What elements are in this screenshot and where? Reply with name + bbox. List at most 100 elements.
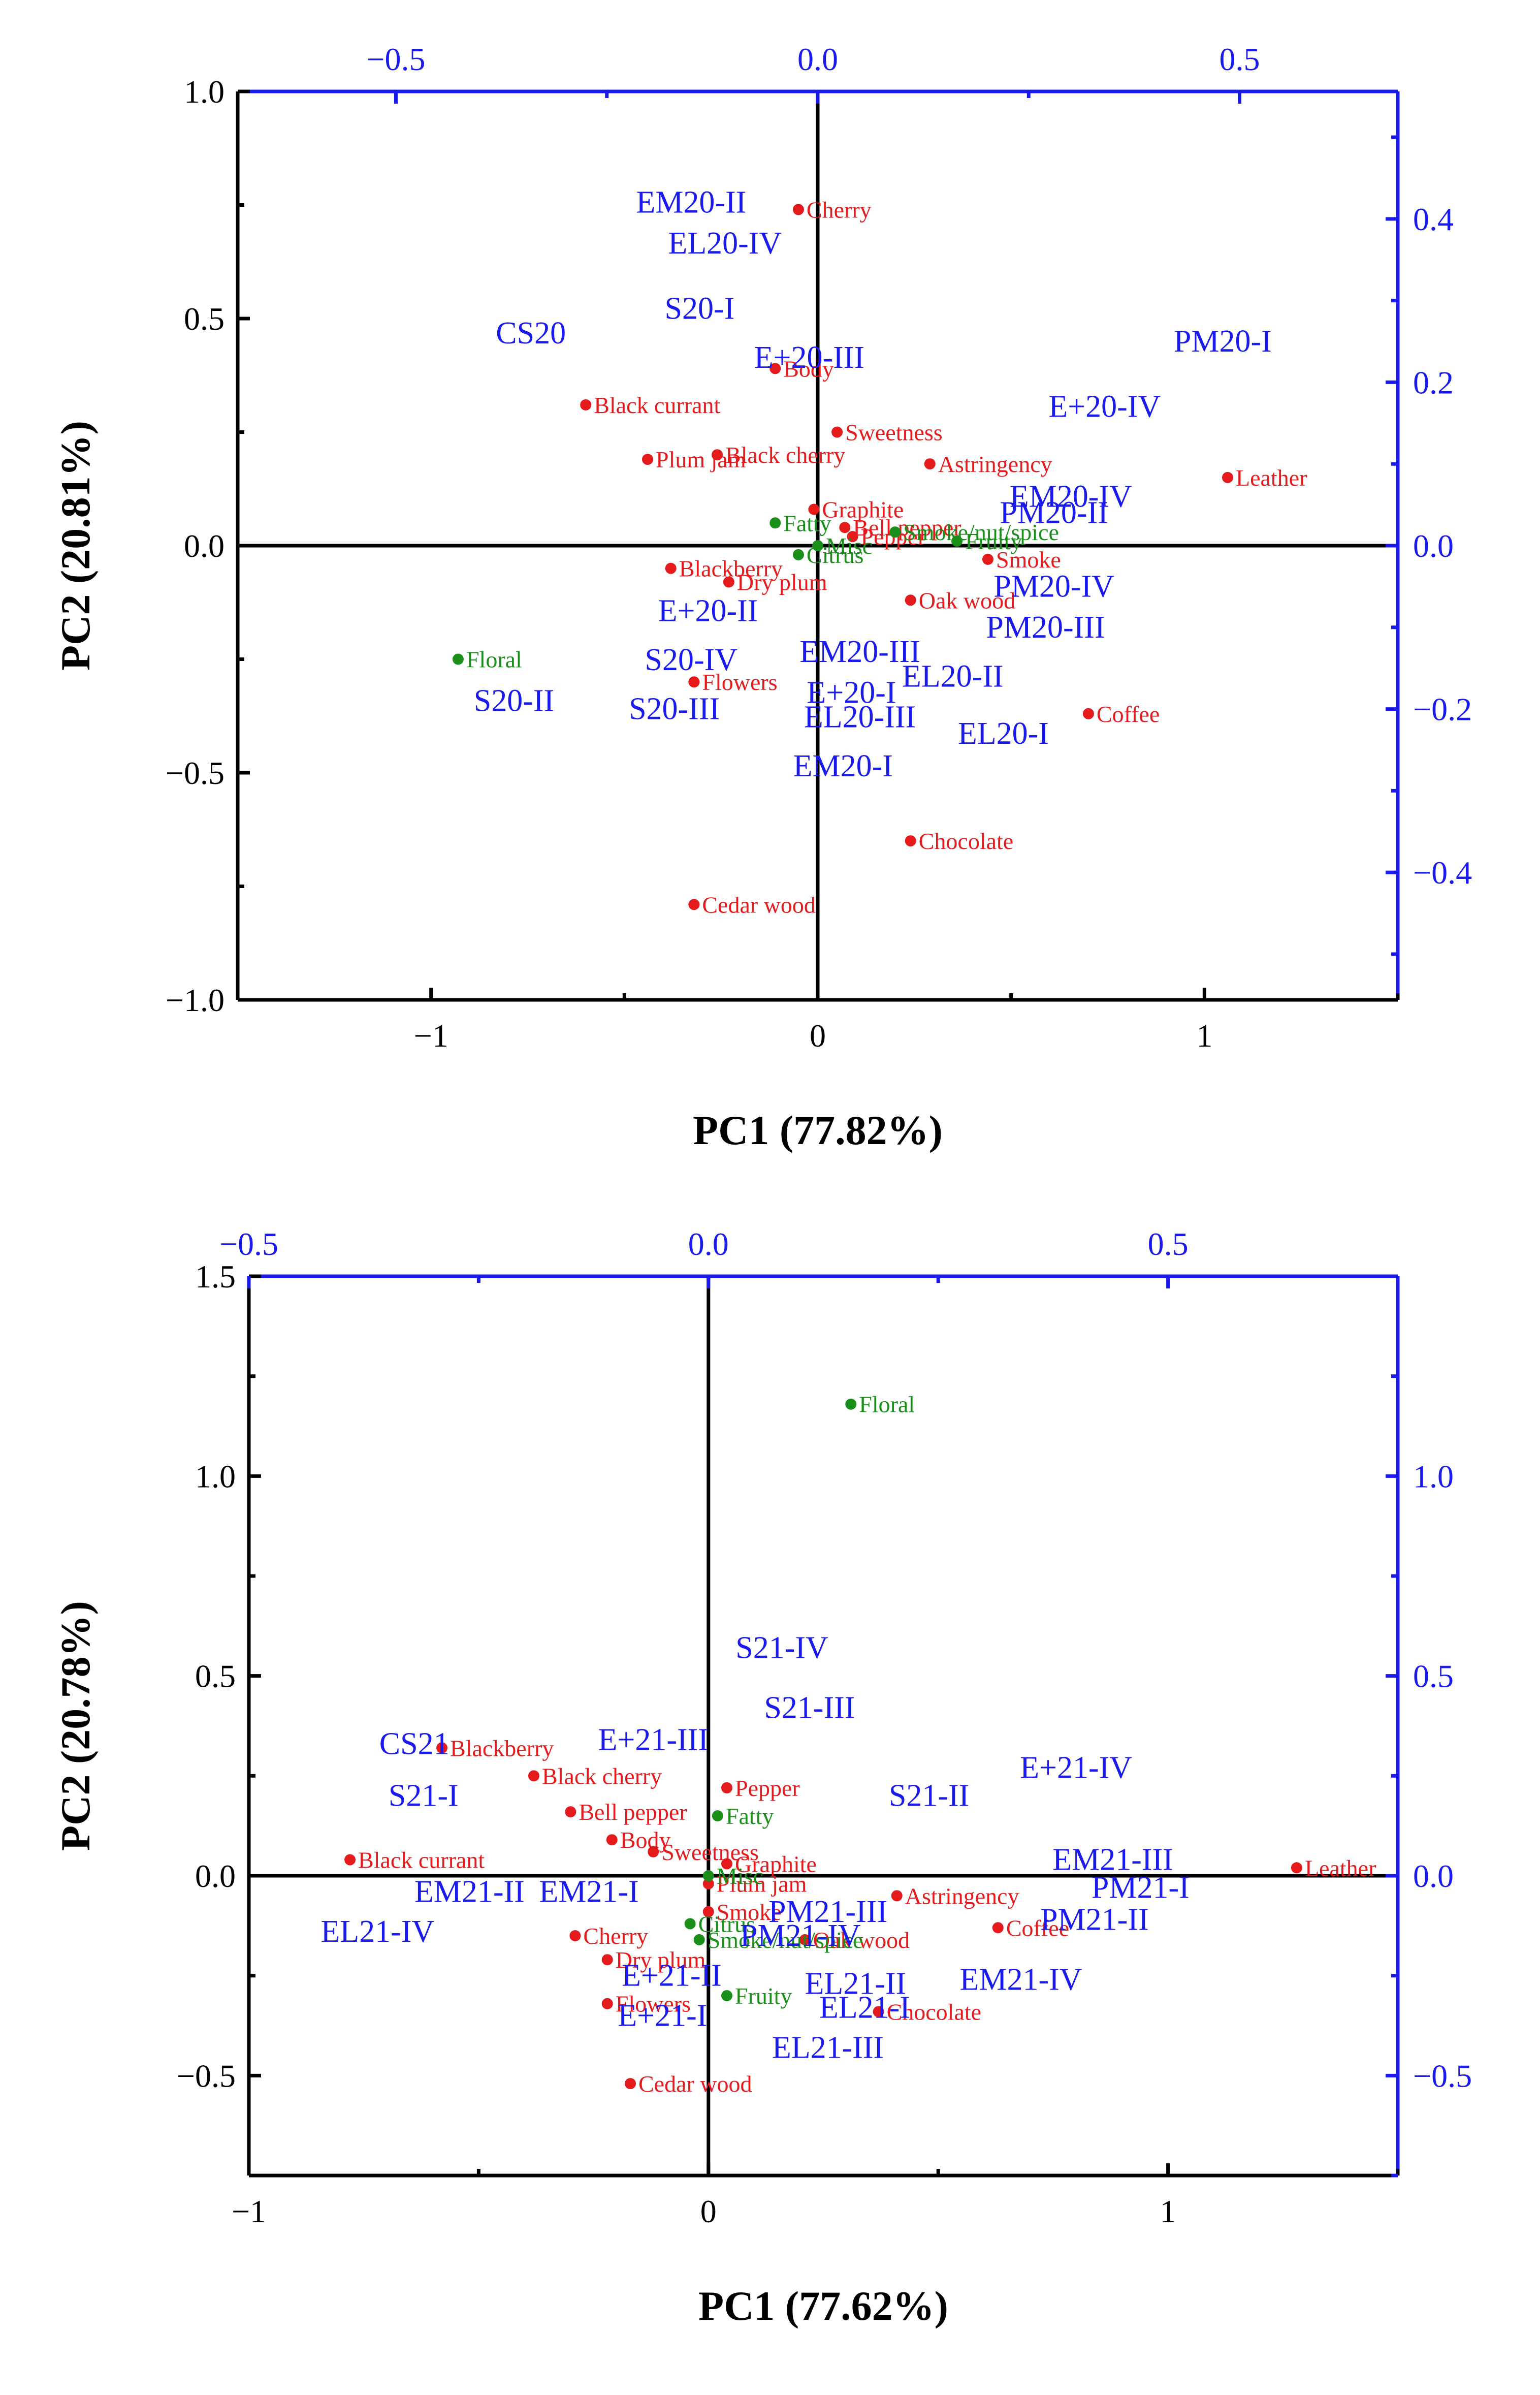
plot1-loading-cherry-marker (792, 204, 804, 215)
plot1-aroma-misc-label: Misc (826, 533, 873, 559)
plot1-loading-plum-jam-label: Plum jam (656, 447, 746, 472)
plot2-score-s21-iii: S21-III (764, 1691, 855, 1725)
plot1-loading-astringency-marker (924, 458, 936, 470)
plot2-right-tick-label: 0.5 (1413, 1658, 1454, 1694)
plot2-loading-black-cherry-marker (528, 1770, 539, 1782)
plot1-score-s20-iii: S20-III (629, 692, 720, 727)
plot2-loading-astringency-label: Astringency (905, 1883, 1019, 1909)
plot1-score-em20-ii: EM20-II (636, 185, 746, 220)
plot1-score-pm20-ii: PM20-II (1000, 496, 1108, 530)
plot2-left-tick-label: 1.5 (195, 1258, 236, 1295)
plot2-top-tick-label: −0.5 (219, 1226, 278, 1262)
plot2-score-cs21: CS21 (379, 1726, 450, 1761)
plot2-score-em21-i: EM21-I (539, 1874, 638, 1909)
plot1-loading-chocolate-marker (905, 835, 916, 847)
plot2-loading-cherry-label: Cherry (583, 1923, 648, 1949)
plot1-score-em20-iv: EM20-IV (1010, 480, 1132, 514)
plot1-loading-graphite-label: Graphite (822, 496, 904, 522)
plot1-score-pm20-i: PM20-I (1174, 324, 1272, 359)
plot2-score-e-21-iii: E+21-III (598, 1723, 709, 1757)
plot1-right-tick-label: 0.4 (1413, 201, 1454, 237)
plot2-score-el21-iv: EL21-IV (320, 1914, 434, 1949)
plot2-aroma-citrus-marker (684, 1918, 696, 1930)
plot1-right-tick-label: 0.2 (1413, 364, 1454, 400)
plot1-aroma-floral-label: Floral (466, 647, 522, 673)
plot2-left-tick-label: −0.5 (177, 2058, 236, 2094)
plot2-score-pm21-i: PM21-I (1092, 1871, 1190, 1905)
plot1-bottom-tick-label: 0 (810, 1018, 826, 1054)
plot2-loading-smoke-label: Smoke (717, 1899, 782, 1925)
plot2-left-tick-label: 1.0 (195, 1458, 236, 1494)
plot1-loading-flowers-marker (688, 676, 700, 688)
plot2-loading-chocolate-marker (873, 2006, 884, 2018)
plot2-loading-blackberry-label: Blackberry (450, 1735, 554, 1761)
plot1-loading-sweetness-marker (831, 426, 843, 438)
plot2-loading-chocolate-label: Chocolate (887, 1999, 982, 2025)
plot1-aroma-floral-marker (452, 653, 464, 665)
plot2-score-em21-ii: EM21-II (414, 1874, 525, 1909)
plot1-right-tick-label: −0.4 (1413, 855, 1472, 891)
plot2-aroma-fruity-marker (721, 1990, 732, 2001)
plot1-right-tick-label: 0.0 (1413, 528, 1454, 564)
plot2-loading-sweetness-marker (648, 1846, 659, 1857)
plot2-aroma-floral-marker (845, 1398, 857, 1410)
plot1-loading-bell-pepper-marker (839, 522, 851, 533)
plot2-loading-oak-wood-marker (799, 1934, 811, 1945)
plot1-loading-sweetness-label: Sweetness (845, 420, 943, 446)
plot2-score-s21-iv: S21-IV (735, 1631, 828, 1665)
plot2-right-tick-label: 0.0 (1413, 1858, 1454, 1894)
plot1-left-tick-label: −0.5 (166, 755, 224, 791)
plot1-loading-body-label: Body (783, 356, 834, 382)
plot1-loading-blackberry-marker (665, 562, 677, 574)
plot1-top-tick-label: 0.0 (797, 41, 838, 77)
plot2-top-tick-label: 0.0 (688, 1226, 729, 1262)
plot1-score-s20-i: S20-I (665, 292, 735, 326)
plot1-loading-leather-marker (1222, 471, 1234, 483)
plot2-aroma-floral-label: Floral (859, 1392, 915, 1417)
plot1-score-el20-ii: EL20-II (902, 659, 1004, 694)
plot1-top-tick-label: −0.5 (366, 41, 425, 77)
plot2-loading-leather-label: Leather (1305, 1855, 1376, 1881)
plot1-aroma-fatty-marker (769, 517, 781, 529)
plot1-score-pm20-iii: PM20-III (986, 610, 1105, 645)
plot2-top-tick-label: 0.5 (1148, 1226, 1189, 1262)
plot1-loading-plum-jam-marker (642, 454, 654, 465)
plot2-group: −1 0 1 1.5 1.0 0.5 0.0 −0.5 −0.5 0.0 0.5 1.0 0.5 0.0 −… (52, 1226, 1472, 2329)
plot1-right-tick-label: −0.2 (1413, 691, 1472, 728)
plot1-score-el20-i: EL20-I (958, 716, 1049, 751)
plot1-loading-oak-wood-label: Oak wood (919, 587, 1015, 613)
plot2-loading-astringency-marker (891, 1890, 903, 1902)
plot1-score-em20-i: EM20-I (793, 749, 893, 783)
plot1-y-axis-title: PC2 (20.81%) (52, 421, 99, 671)
plot1-score-cs20: CS20 (496, 316, 566, 351)
plot2-score-el21-ii: EL21-II (805, 1966, 906, 2001)
plot1-loading-black-currant-label: Black currant (594, 392, 720, 418)
plot1-loading-graphite-marker (808, 503, 820, 515)
plot2-aroma-citrus-label: Citrus (698, 1911, 755, 1937)
plot1-loading-flowers-label: Flowers (702, 669, 777, 695)
plot1-left-tick-label: 0.0 (184, 528, 224, 564)
plot2-x-axis-title: PC1 (77.62%) (698, 2283, 948, 2329)
plot1-loading-bell-pepper-label: Bell pepper (853, 515, 961, 541)
plot1-score-e-20-iii: E+20-III (754, 340, 864, 375)
plot2-loading-coffee-label: Coffee (1006, 1915, 1069, 1941)
plot2-score-pm21-iii: PM21-III (768, 1895, 887, 1929)
plot2-left-tick-label: 0.5 (195, 1658, 236, 1694)
plot2-loading-leather-marker (1291, 1862, 1302, 1874)
plot1-loading-coffee-label: Coffee (1097, 701, 1160, 727)
plot1-aroma-smoke-nut-spice-label: Smoke/nut/spice (903, 519, 1059, 545)
plot1-score-em20-iii: EM20-III (799, 635, 920, 669)
plot2-loading-black-currant-label: Black currant (358, 1847, 485, 1873)
plot2-loading-pepper-marker (721, 1782, 732, 1793)
plot2-loading-graphite-label: Graphite (735, 1851, 817, 1877)
plot2-left-tick-label: 0.0 (195, 1858, 236, 1894)
plot1-score-s20-ii: S20-II (474, 684, 554, 718)
plot2-loading-blackberry-marker (436, 1742, 448, 1754)
plot2-loading-coffee-marker (992, 1922, 1004, 1934)
plot2-loading-body-marker (606, 1834, 618, 1846)
plot1-loading-black-currant-marker (580, 399, 592, 411)
plot1-aroma-fatty-label: Fatty (783, 510, 831, 536)
plot1-left-tick-label: 1.0 (184, 74, 224, 110)
plot2-bottom-tick-label: −1 (232, 2193, 266, 2229)
